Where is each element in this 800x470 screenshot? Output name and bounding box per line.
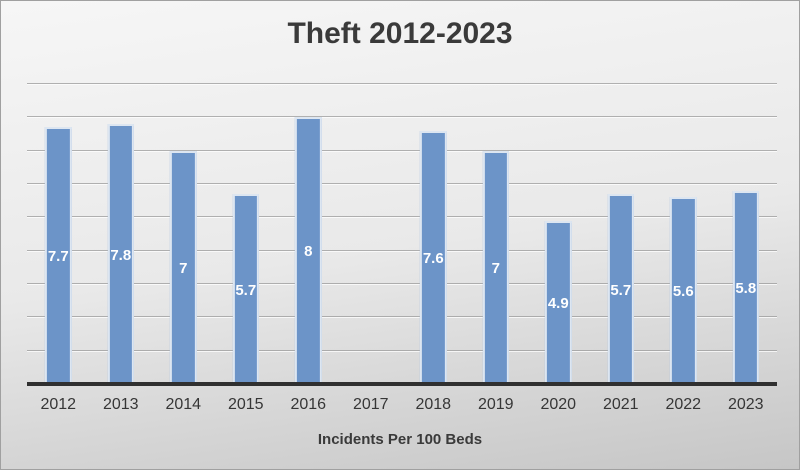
data-label-2016: 8: [304, 243, 313, 261]
bar-slot-2016: 8: [277, 84, 340, 384]
data-label-2022: 5.6: [672, 283, 694, 301]
bar-2015: 5.7: [232, 194, 259, 384]
bar-2023: 5.8: [732, 190, 759, 384]
bar-2021: 5.7: [607, 194, 634, 384]
data-label-2014: 7: [179, 259, 188, 277]
bars: 7.7 7.8 7 5.7 8 7.6 7 4.9 5.7 5.6 5.8: [27, 84, 777, 384]
x-tick-2012: 2012: [40, 396, 77, 413]
bar-slot-2019: 7: [465, 84, 528, 384]
x-tick-2017: 2017: [352, 396, 389, 413]
data-label-2021: 5.7: [610, 281, 632, 299]
data-label-2019: 7: [491, 259, 500, 277]
bar-slot-2021: 5.7: [590, 84, 653, 384]
gridline-2: [27, 316, 777, 318]
bar-2014: 7: [170, 150, 197, 384]
bar-slot-2014: 7: [152, 84, 215, 384]
bar-slot-2012: 7.7: [27, 84, 90, 384]
x-tick-2018: 2018: [415, 396, 452, 413]
chart-title: Theft 2012-2023: [287, 17, 513, 50]
bar-slot-2013: 7.8: [90, 84, 153, 384]
bar-2019: 7: [482, 150, 509, 384]
gridline-9: [27, 83, 777, 84]
bar-2012: 7.7: [45, 127, 72, 384]
x-tick-2019: 2019: [477, 396, 514, 413]
plot-area: 7.7 7.8 7 5.7 8 7.6 7 4.9 5.7 5.6 5.8: [27, 83, 777, 384]
bar-2016: 8: [295, 117, 322, 384]
x-axis-label: Incidents Per 100 Beds: [317, 431, 483, 448]
data-label-2013: 7.8: [110, 246, 132, 264]
bar-slot-2015: 5.7: [215, 84, 278, 384]
x-ticks: 2012 2013 2014 2015 2016 2017 2018 2019 2020 2021…: [27, 396, 777, 414]
bar-slot-2023: 5.8: [715, 84, 778, 384]
bar-slot-2017: [340, 84, 403, 384]
x-tick-2021: 2021: [602, 396, 639, 413]
data-label-2015: 5.7: [235, 281, 257, 299]
bar-2020: 4.9: [545, 220, 572, 384]
x-tick-2023: 2023: [727, 396, 764, 413]
gridline-7: [27, 149, 777, 151]
data-label-2012: 7.7: [47, 248, 69, 266]
x-tick-2013: 2013: [102, 396, 139, 413]
gridline-5: [27, 216, 777, 218]
gridline-3: [27, 283, 777, 284]
x-tick-2020: 2020: [540, 396, 577, 413]
x-tick-2015: 2015: [227, 396, 264, 413]
x-axis-line: [27, 382, 777, 386]
gridline-1: [27, 349, 777, 351]
bar-slot-2020: 4.9: [527, 84, 590, 384]
bar-2022: 5.6: [670, 197, 697, 384]
x-tick-2022: 2022: [665, 396, 702, 413]
x-tick-2016: 2016: [290, 396, 327, 413]
data-label-2018: 7.6: [422, 249, 444, 267]
gridline-6: [27, 183, 777, 184]
gridline-4: [27, 249, 777, 251]
bar-slot-2018: 7.6: [402, 84, 465, 384]
data-label-2023: 5.8: [735, 279, 757, 297]
bar-2013: 7.8: [107, 124, 134, 384]
x-tick-2014: 2014: [165, 396, 202, 413]
bar-2018: 7.6: [420, 130, 447, 384]
gridline-8: [27, 116, 777, 118]
bar-slot-2022: 5.6: [652, 84, 715, 384]
data-label-2020: 4.9: [547, 294, 569, 312]
